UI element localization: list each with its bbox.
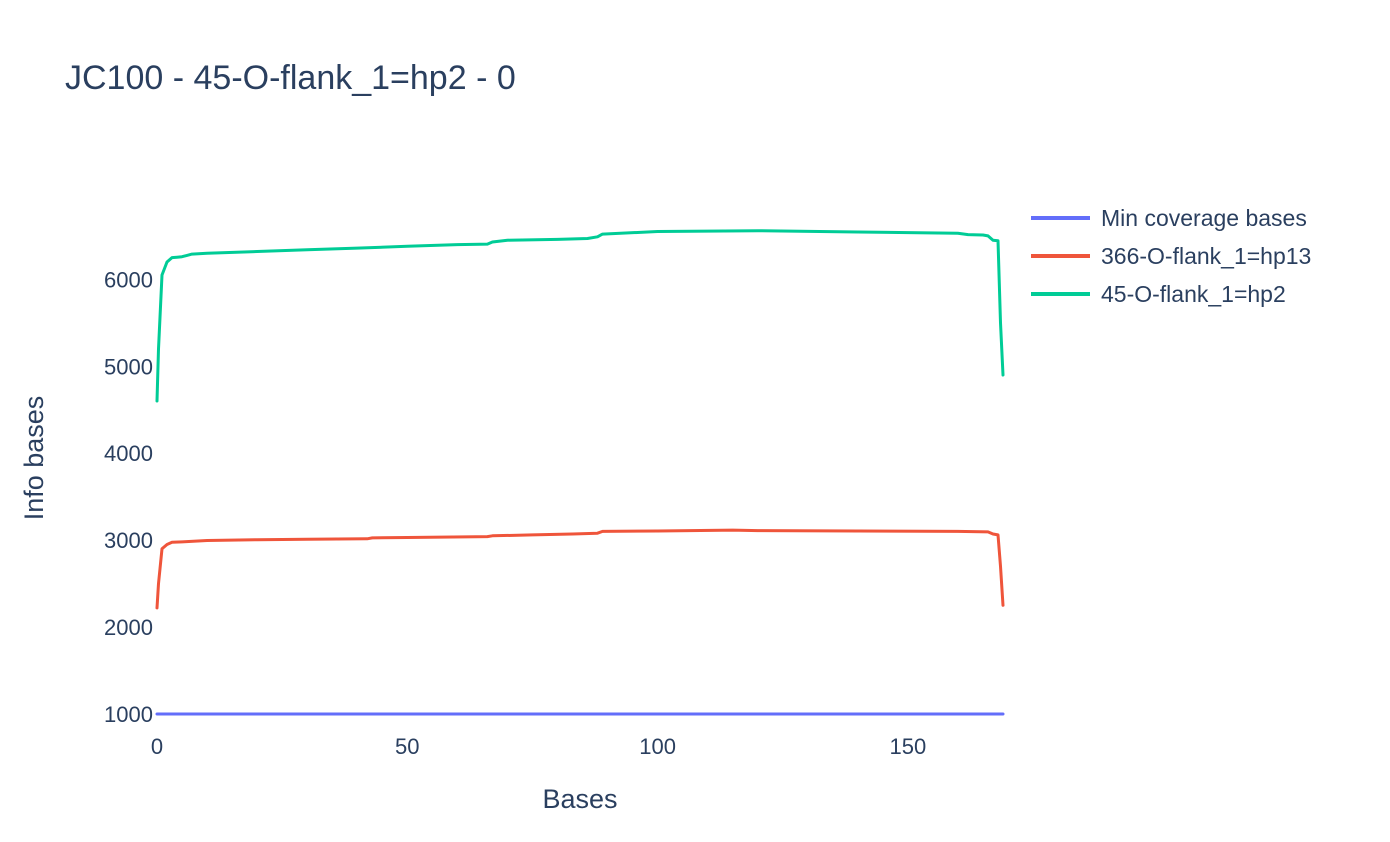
legend-label: 45-O-flank_1=hp2 (1101, 281, 1286, 307)
y-tick-label: 2000 (104, 615, 153, 640)
legend[interactable]: Min coverage bases 366-O-flank_1=hp13 45-O… (1031, 205, 1311, 307)
y-axis-ticks: 1000 2000 3000 4000 5000 6000 (104, 267, 153, 727)
legend-item[interactable]: Min coverage bases (1031, 205, 1307, 231)
series-line-3 (155, 229, 1005, 403)
x-axis-title: Bases (542, 784, 617, 814)
legend-label: 366-O-flank_1=hp13 (1101, 243, 1311, 269)
x-axis-ticks: 0 50 100 150 (151, 734, 926, 759)
x-tick-label: 100 (639, 734, 676, 759)
legend-label: Min coverage bases (1101, 205, 1307, 231)
y-tick-label: 1000 (104, 702, 153, 727)
y-axis-title: Info bases (19, 396, 49, 521)
series-line-2 (155, 528, 1005, 610)
y-tick-label: 3000 (104, 528, 153, 553)
legend-item[interactable]: 366-O-flank_1=hp13 (1031, 243, 1311, 269)
x-tick-label: 50 (395, 734, 419, 759)
y-tick-label: 5000 (104, 354, 153, 379)
chart-title: JC100 - 45-O-flank_1=hp2 - 0 (65, 59, 516, 97)
y-tick-label: 6000 (104, 267, 153, 292)
x-tick-label: 150 (890, 734, 927, 759)
legend-item[interactable]: 45-O-flank_1=hp2 (1031, 281, 1286, 307)
y-tick-label: 4000 (104, 441, 153, 466)
plot-area (155, 229, 1005, 716)
x-tick-label: 0 (151, 734, 163, 759)
